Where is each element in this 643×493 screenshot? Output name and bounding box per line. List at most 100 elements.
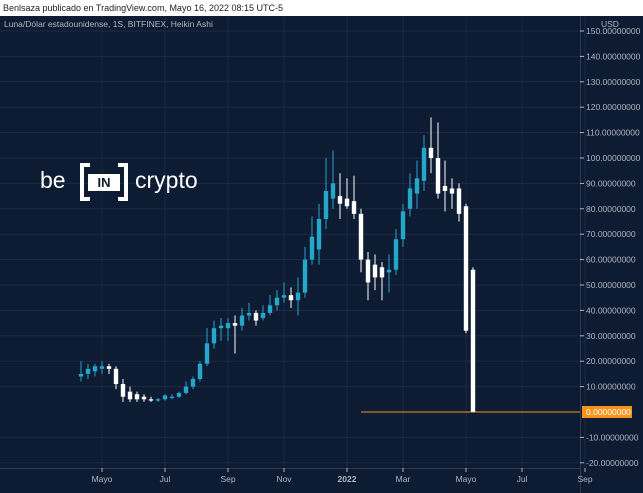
price-tick-label: 150.00000000 bbox=[586, 26, 641, 36]
candle-body bbox=[225, 323, 231, 329]
candle-body bbox=[204, 343, 210, 364]
candle-body bbox=[92, 366, 98, 372]
price-tick-label: 140.00000000 bbox=[586, 51, 641, 61]
price-tick-label: -10.00000000 bbox=[586, 432, 639, 442]
candle bbox=[365, 251, 371, 301]
candle-body bbox=[309, 236, 315, 260]
candle-body bbox=[232, 323, 238, 326]
price-chart[interactable]: be IN crypto Luna/Dólar estadounidense, 1S… bbox=[0, 16, 643, 493]
candle-body bbox=[155, 399, 161, 401]
candle-body bbox=[428, 147, 434, 158]
price-tick-label: 30.00000000 bbox=[586, 331, 636, 341]
candle bbox=[176, 391, 182, 399]
candle-body bbox=[351, 201, 357, 214]
candle-body bbox=[379, 267, 385, 278]
candle-body bbox=[435, 158, 441, 194]
candle-body bbox=[162, 395, 168, 400]
brand-text-crypto: crypto bbox=[135, 167, 198, 193]
time-tick-label: Sep bbox=[220, 474, 235, 484]
candle-body bbox=[414, 178, 420, 194]
candle bbox=[449, 178, 455, 209]
candle bbox=[295, 277, 301, 316]
brand-in-box bbox=[88, 174, 120, 191]
candle bbox=[323, 158, 329, 230]
candle-body bbox=[421, 147, 427, 181]
candle bbox=[239, 307, 245, 331]
price-tick-label: 110.00000000 bbox=[586, 128, 640, 138]
last-price-label: 0.00000000 bbox=[586, 407, 631, 417]
candle-body bbox=[183, 386, 189, 393]
candle bbox=[218, 318, 224, 341]
candle-body bbox=[463, 206, 469, 331]
candle bbox=[435, 122, 441, 199]
candle bbox=[197, 361, 203, 382]
candle bbox=[148, 396, 154, 402]
price-tick-label: 80.00000000 bbox=[586, 204, 636, 214]
chart-background bbox=[0, 16, 643, 493]
time-tick-label: Mayo bbox=[92, 474, 113, 484]
time-tick-label: Nov bbox=[276, 474, 292, 484]
candle-body bbox=[85, 368, 91, 374]
candle-body bbox=[288, 295, 294, 301]
candle bbox=[232, 315, 238, 354]
candle-body bbox=[393, 239, 399, 270]
candle bbox=[204, 328, 210, 367]
candle-body bbox=[246, 312, 252, 316]
candle bbox=[99, 361, 105, 374]
candle bbox=[141, 394, 147, 402]
candle bbox=[428, 117, 434, 174]
candle-body bbox=[337, 196, 343, 204]
time-tick-label: 2022 bbox=[338, 474, 357, 484]
candle bbox=[330, 150, 336, 209]
candle bbox=[127, 386, 133, 402]
candle-body bbox=[134, 394, 140, 400]
candle-body bbox=[113, 368, 119, 385]
candle bbox=[442, 160, 448, 212]
candle-body bbox=[253, 312, 259, 321]
candle-body bbox=[99, 366, 105, 369]
candle bbox=[379, 262, 385, 301]
candle-body bbox=[260, 312, 266, 319]
chart-svg[interactable]: be IN crypto Luna/Dólar estadounidense, 1S… bbox=[0, 16, 643, 493]
candle bbox=[463, 203, 469, 334]
price-axis[interactable]: 150.00000000 140.00000000 130.00000000 120.… bbox=[580, 16, 641, 493]
candle bbox=[288, 287, 294, 308]
time-axis[interactable]: Mayo Jul Sep Nov 2022 Mar Mayo Jul Sep bbox=[0, 468, 593, 484]
candle bbox=[260, 305, 266, 321]
price-tick-label: -20.00000000 bbox=[586, 458, 639, 468]
candle-body bbox=[323, 191, 329, 219]
candle bbox=[470, 267, 476, 412]
candle-body bbox=[330, 183, 336, 199]
candle bbox=[155, 398, 161, 402]
candle-body bbox=[456, 188, 462, 214]
candle bbox=[162, 394, 168, 401]
candle bbox=[386, 254, 392, 293]
candle-body bbox=[78, 373, 84, 377]
candle bbox=[190, 376, 196, 390]
candle bbox=[134, 391, 140, 402]
candle-body bbox=[358, 213, 364, 260]
time-tick-label: Jul bbox=[160, 474, 171, 484]
candle bbox=[246, 302, 252, 321]
brand-text-in: IN bbox=[98, 175, 111, 190]
candle-body bbox=[386, 269, 392, 273]
candle-body bbox=[470, 269, 476, 412]
brand-bracket-left bbox=[80, 163, 90, 201]
candle bbox=[78, 361, 84, 382]
candle bbox=[456, 183, 462, 222]
candle bbox=[393, 229, 399, 275]
symbol-info: Luna/Dólar estadounidense, 1S, BITFINEX,… bbox=[4, 19, 213, 29]
candle-body bbox=[218, 325, 224, 329]
candle-body bbox=[176, 392, 182, 397]
candle-body bbox=[295, 292, 301, 301]
price-tick-label: 100.00000000 bbox=[586, 153, 641, 163]
candle-body bbox=[442, 185, 448, 192]
publish-info: Benlsaza publicado en TradingView.com, M… bbox=[0, 0, 643, 16]
candle bbox=[344, 178, 350, 209]
brand-bracket-right bbox=[118, 163, 128, 201]
candles-layer bbox=[78, 117, 476, 412]
candle bbox=[421, 135, 427, 192]
last-price-label-box bbox=[582, 406, 632, 418]
candle bbox=[281, 282, 287, 303]
candle-body bbox=[344, 198, 350, 207]
